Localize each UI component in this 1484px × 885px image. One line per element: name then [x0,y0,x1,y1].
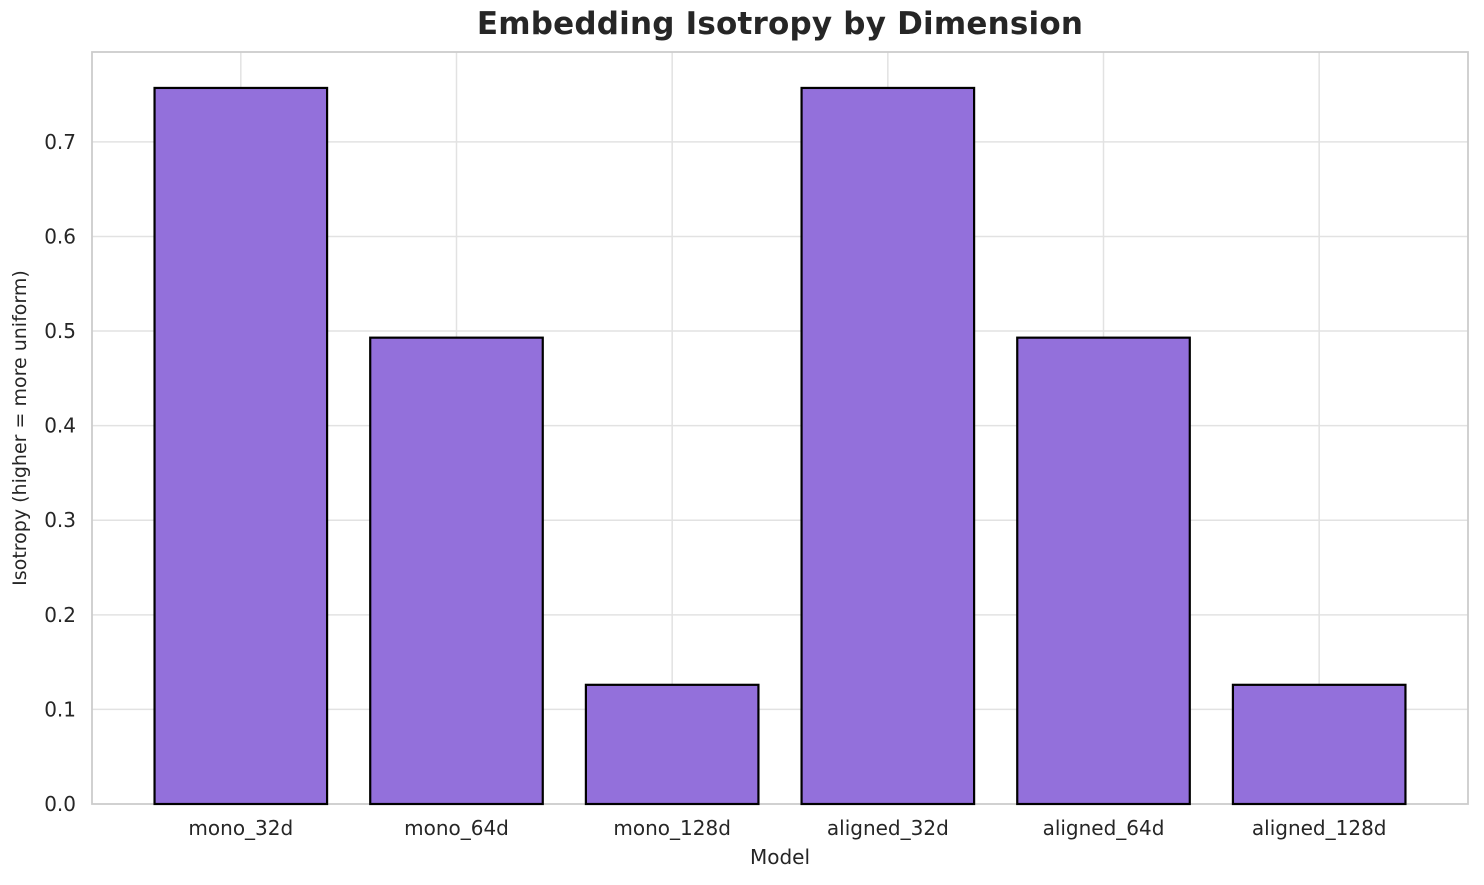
x-tick-label: aligned_128d [1252,816,1387,840]
bar-aligned_128d [1231,683,1407,806]
bar-aligned_64d [1016,336,1191,806]
plot-border [91,51,1469,805]
y-tick-label: 0.4 [44,414,76,438]
y-tick-label: 0.3 [44,508,76,532]
x-axis-label: Model [749,845,811,869]
x-tick-label: mono_128d [613,816,731,840]
chart-title: Embedding Isotropy by Dimension [476,6,1084,42]
y-tick-label: 0.2 [44,603,76,627]
bar-mono_32d [153,86,329,806]
y-tick-label: 0.6 [44,224,76,248]
bar-mono_128d [584,683,760,806]
x-tick-label: mono_32d [188,816,293,840]
bar-aligned_32d [800,86,976,806]
x-tick-label: aligned_64d [1043,816,1165,840]
x-tick-label: aligned_32d [827,816,949,840]
y-tick-label: 0.7 [44,130,76,154]
bar-mono_64d [369,336,544,806]
y-tick-label: 0.1 [44,697,76,721]
x-tick-label: mono_64d [404,816,509,840]
y-tick-label: 0.0 [44,792,76,816]
y-tick-label: 0.5 [44,319,76,343]
